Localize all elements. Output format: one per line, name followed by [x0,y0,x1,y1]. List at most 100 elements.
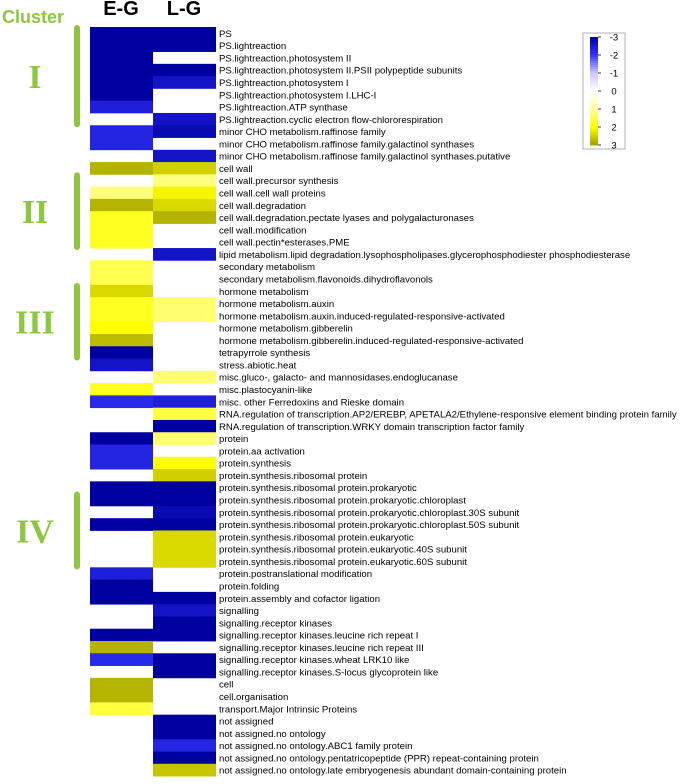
legend-swatch [590,61,598,64]
heatmap-cell-lg [153,211,216,224]
legend-swatch [590,97,598,100]
heatmap-cell-eg [90,223,153,237]
row-label: hormone metabolism.auxin.induced-regulat… [219,311,505,322]
row-label: protein [219,434,248,445]
row-label: cell wall [219,164,253,175]
heatmap-cell-lg [153,530,216,544]
heatmap-cell-eg [90,51,153,65]
legend-swatch [590,125,598,128]
legend-swatch [590,37,598,40]
heatmap-cell-lg [153,419,216,433]
heatmap-cell-lg [153,370,216,384]
legend-swatch [590,121,598,124]
legend-swatch [590,123,598,126]
row-label: signalling.receptor kinases.wheat LRK10 … [219,655,409,666]
heatmap-cell-eg [90,39,153,52]
heatmap-cell-eg [90,346,153,359]
legend-swatch [590,117,598,120]
row-label: misc.gluco-, galacto- and mannosidases.e… [219,373,458,384]
column-header-lg: L-G [167,0,201,20]
legend-swatch [590,67,598,70]
heatmap-cell-lg [153,63,216,77]
heatmap-cell-eg [90,518,153,531]
row-label: protein.synthesis.ribosomal protein [219,471,367,482]
heatmap-cell-eg [90,297,153,310]
row-label: hormone metabolism.auxin [219,299,334,310]
row-label: misc. other Ferredoxins and Rieske domai… [219,397,404,408]
row-label: tetrapyrrole synthesis [219,348,310,359]
row-label: not assigned.no ontology.pentatricopepti… [219,753,539,764]
heatmap-cell-lg [153,432,216,445]
row-label: signalling.receptor kinases [219,618,332,629]
heatmap-cell-lg [153,628,216,642]
heatmap-cell-lg [153,297,216,310]
legend-swatch [590,39,598,42]
legend-swatch [590,87,598,90]
legend-tick-label: -2 [610,51,618,62]
row-label: protein.postranslational modification [219,569,372,580]
heatmap-cell-lg [153,726,216,740]
heatmap-cell-eg [90,137,153,151]
legend-swatch [590,119,598,122]
legend-swatch [590,71,598,74]
column-header-eg: E-G [103,0,139,20]
legend-swatch [590,93,598,96]
heatmap-cell-lg [153,407,216,421]
legend-swatch [590,43,598,46]
heatmap-cell-lg [153,751,216,765]
row-label: secondary metabolism.flavonoids.dihydrof… [219,274,433,285]
heatmap-cell-lg [153,505,216,519]
legend-swatch [590,81,598,84]
heatmap-cell-eg [90,383,153,396]
heatmap-cell-lg [153,714,216,728]
row-label: not assigned.no ontology [219,729,326,740]
heatmap-cell-lg [153,481,216,495]
heatmap-cell-lg [153,198,216,212]
legend-frame [582,32,626,150]
heatmap-cell-lg [153,248,216,261]
heatmap-cell-eg [90,186,153,200]
row-label: protein.synthesis.ribosomal protein.euka… [219,545,467,556]
cluster-label: IV [16,514,54,551]
row-label: PS [219,29,232,40]
legend-tick-label: -3 [610,33,618,44]
heatmap-cell-lg [153,469,216,482]
row-label: cell wall.cell wall proteins [219,189,326,200]
row-label: protein.assembly and cofactor ligation [219,594,380,605]
row-label: hormone metabolism [219,287,309,298]
legend-swatch [590,65,598,68]
heatmap-cell-eg [90,653,153,666]
heatmap-cell-lg [153,542,216,556]
heatmap-cell-eg [90,690,153,703]
heatmap-cell-lg [153,616,216,630]
heatmap-cell-eg [90,235,153,249]
row-label: signalling.receptor kinases.S-locus glyc… [219,667,438,678]
heatmap-cell-lg [153,162,216,175]
legend-swatch [590,57,598,60]
legend-swatch [590,49,598,52]
row-label: cell [219,680,233,691]
heatmap-cell-eg [90,358,153,372]
cluster-header: Cluster [2,7,64,27]
heatmap-cell-lg [153,125,216,138]
legend-tick-label: -1 [610,69,618,80]
heatmap-cell-eg [90,309,153,323]
heatmap-cell-eg [90,641,153,654]
heatmap-cell-lg [153,493,216,507]
legend-swatch [590,75,598,78]
heatmap-cell-eg [90,567,153,580]
row-label: PS.lightreaction.photosystem I.LHC-I [219,90,376,101]
legend-swatch [590,105,598,108]
heatmap-cell-lg [153,591,216,605]
heatmap-cell-eg [90,63,153,77]
legend-swatch [590,69,598,72]
heatmap-cell-lg [153,76,216,89]
heatmap-cell-eg [90,284,153,298]
legend-swatch [590,77,598,80]
heatmap-cell-eg [90,88,153,102]
heatmap-cell-eg [90,76,153,89]
row-label: protein.synthesis.ribosomal protein.prok… [219,520,520,531]
legend-swatch [590,59,598,62]
legend-tick-label: 2 [611,123,616,134]
heatmap-cell-lg [153,309,216,323]
